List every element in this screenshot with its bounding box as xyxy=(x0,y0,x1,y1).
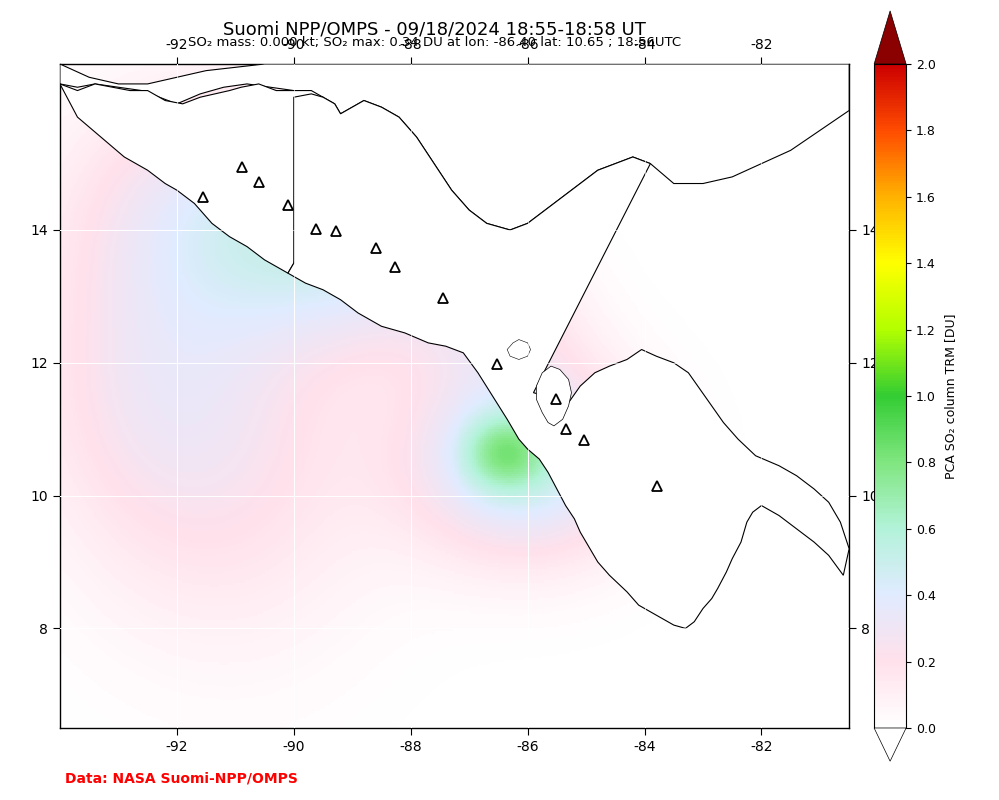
Text: Suomi NPP/OMPS - 09/18/2024 18:55-18:58 UT: Suomi NPP/OMPS - 09/18/2024 18:55-18:58 … xyxy=(223,20,646,38)
Text: Data: NASA Suomi-NPP/OMPS: Data: NASA Suomi-NPP/OMPS xyxy=(65,771,298,786)
Polygon shape xyxy=(874,11,906,64)
Polygon shape xyxy=(507,339,530,359)
Polygon shape xyxy=(60,64,849,230)
Polygon shape xyxy=(288,94,849,629)
Text: SO₂ mass: 0.000 kt; SO₂ max: 0.34 DU at lon: -86.40 lat: 10.65 ; 18:56UTC: SO₂ mass: 0.000 kt; SO₂ max: 0.34 DU at … xyxy=(188,36,681,49)
Y-axis label: PCA SO₂ column TRM [DU]: PCA SO₂ column TRM [DU] xyxy=(944,314,957,478)
Polygon shape xyxy=(874,728,906,762)
Polygon shape xyxy=(536,366,571,426)
Polygon shape xyxy=(60,84,323,273)
